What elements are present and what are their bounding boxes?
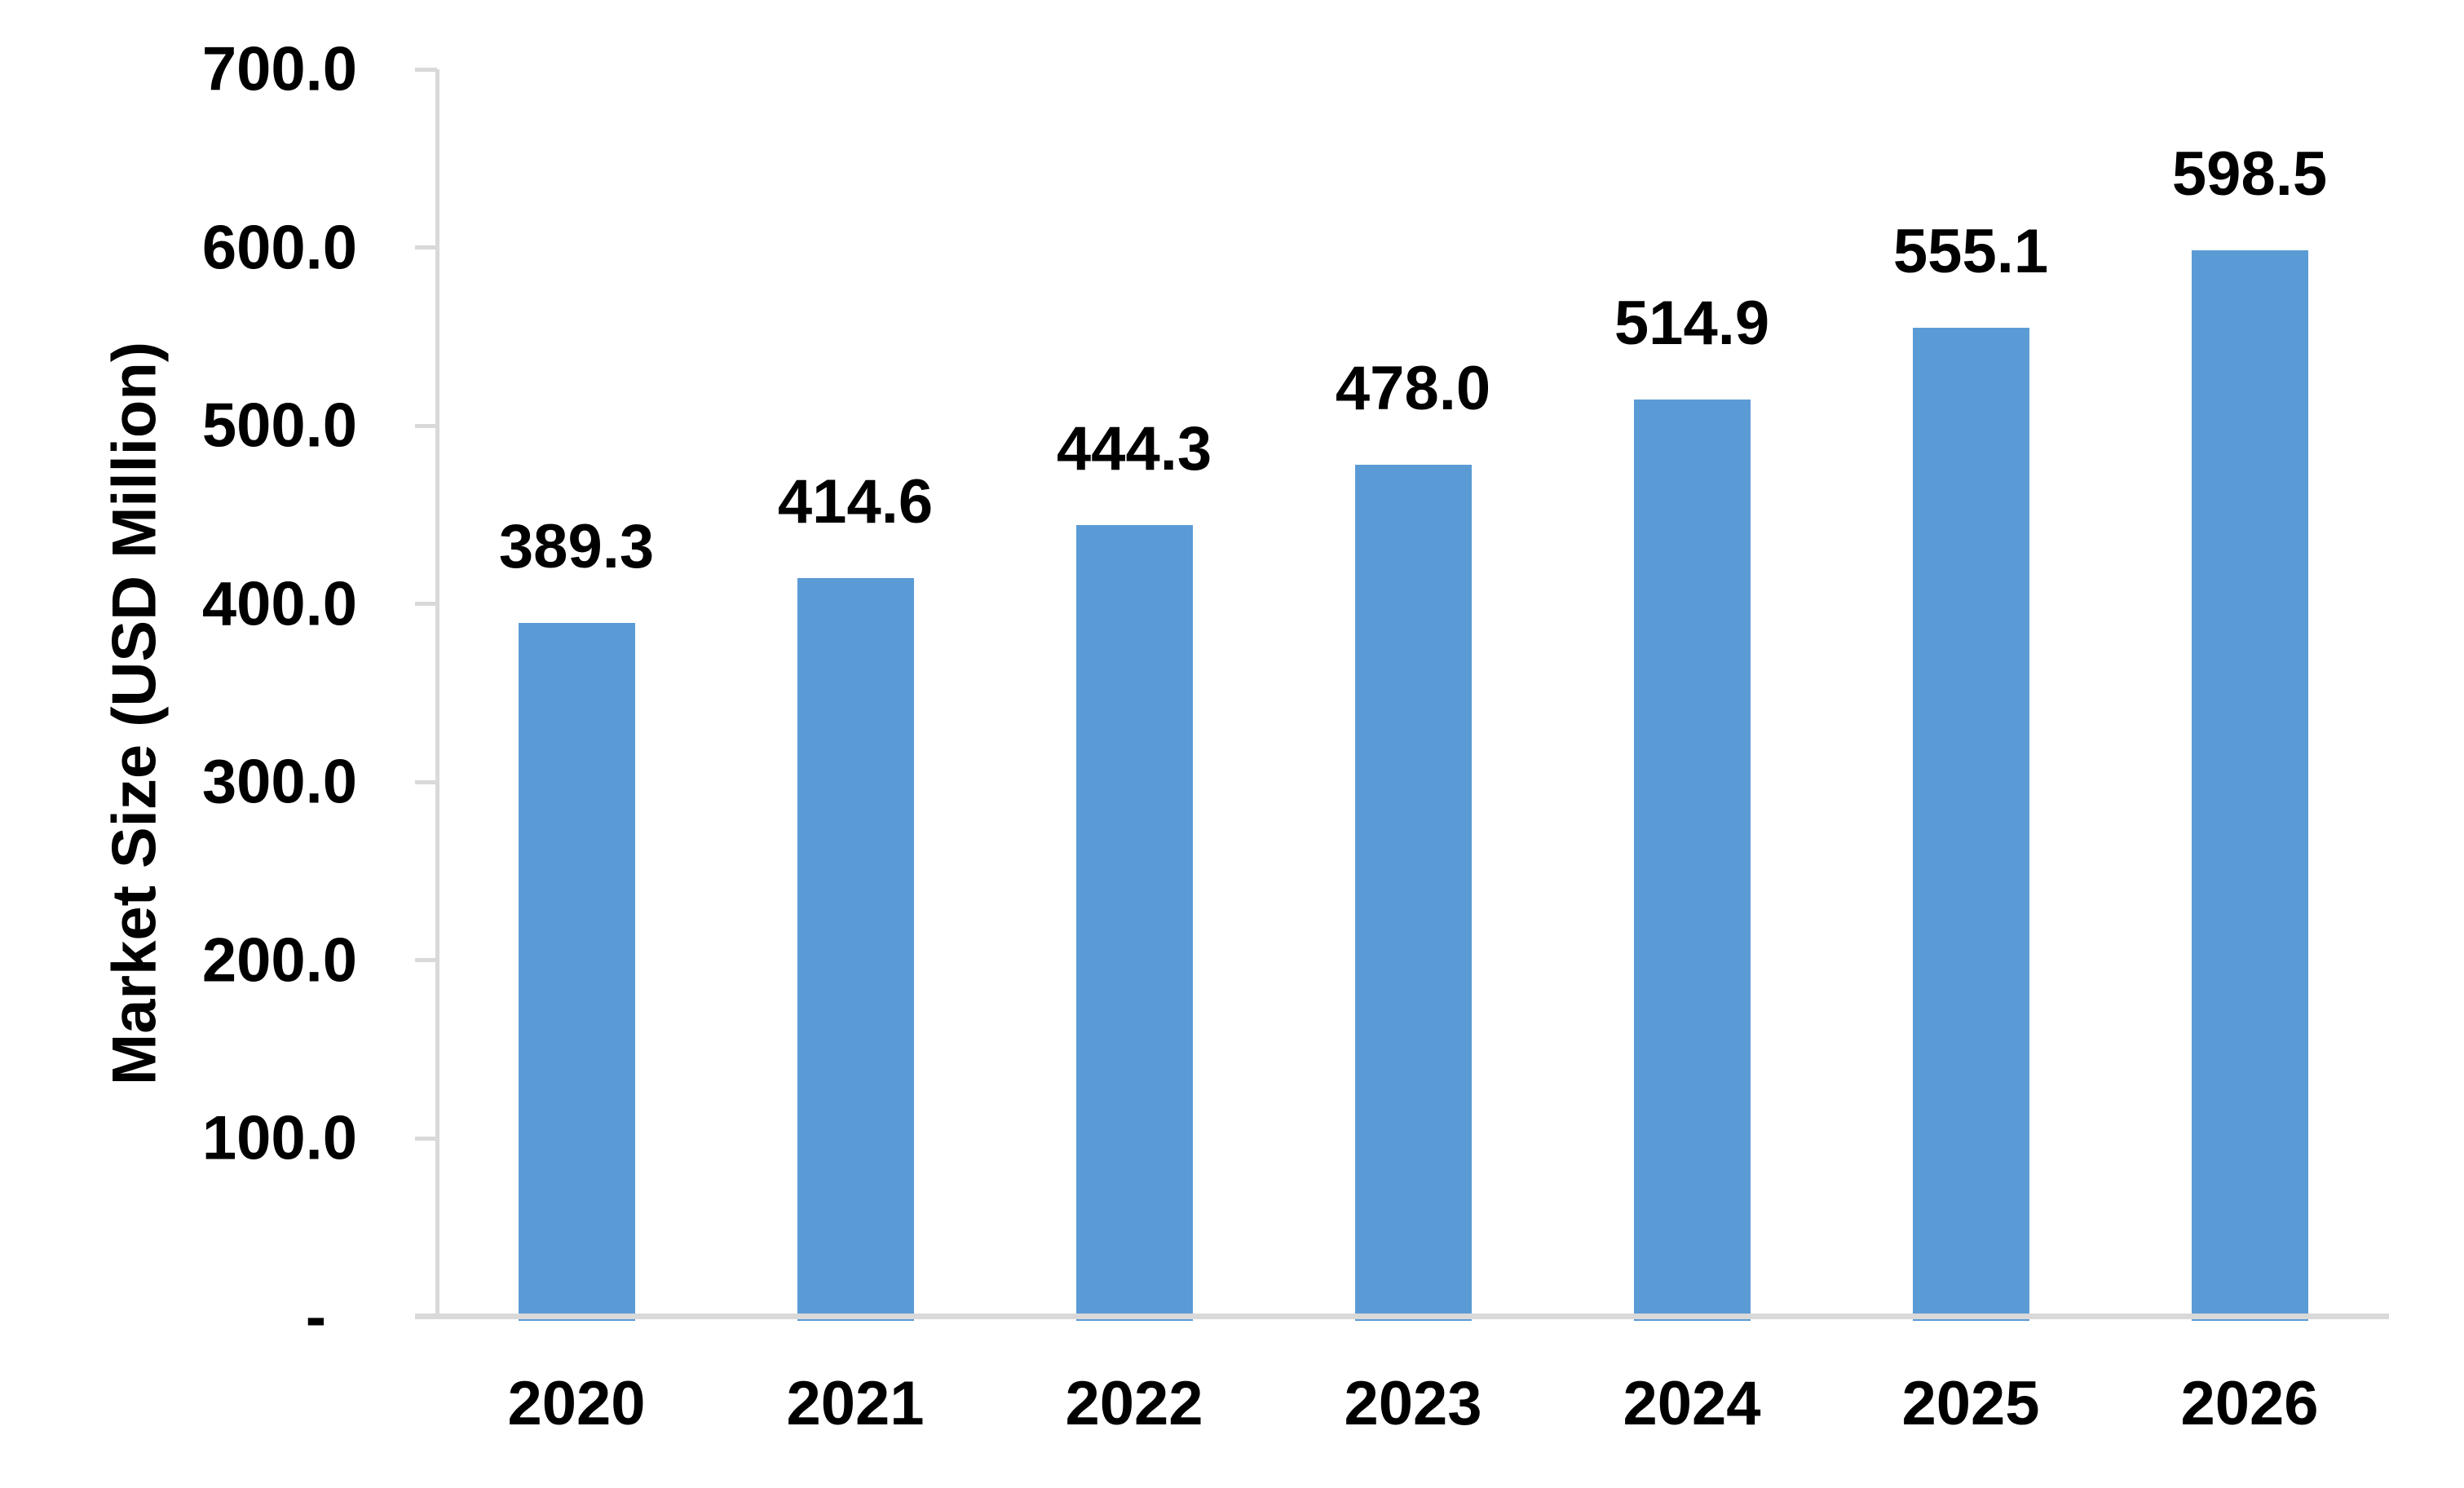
- x-category-label: 2021: [786, 1369, 925, 1438]
- x-category-label: 2023: [1344, 1369, 1482, 1438]
- bar-2020: [518, 623, 635, 1321]
- y-tick: [415, 1136, 437, 1141]
- y-tick-label: 600.0: [201, 213, 357, 283]
- y-tick-label: 100.0: [201, 1103, 357, 1173]
- y-tick: [415, 958, 437, 963]
- y-tick-label: 700.0: [201, 34, 357, 104]
- y-tick: [415, 602, 437, 607]
- y-tick: [415, 245, 437, 250]
- y-axis-title: Market Size (USD Million): [99, 341, 170, 1086]
- bar-2026: [2191, 249, 2308, 1321]
- y-tick: [415, 779, 437, 784]
- y-tick-label: -: [305, 1282, 326, 1352]
- bar-value-label: 514.9: [1614, 288, 1770, 358]
- x-category-label: 2022: [1065, 1369, 1203, 1438]
- x-category-label: 2026: [2180, 1369, 2319, 1438]
- y-tick: [415, 67, 437, 72]
- bar-2022: [1075, 524, 1193, 1321]
- bar-value-label: 414.6: [777, 466, 934, 536]
- y-tick-label: 400.0: [201, 569, 357, 639]
- bar-2023: [1354, 465, 1472, 1321]
- y-tick-label: 200.0: [201, 925, 357, 996]
- bar-value-label: 478.0: [1335, 354, 1491, 424]
- y-tick-label: 500.0: [201, 391, 357, 461]
- bar-value-label: 389.3: [498, 512, 655, 582]
- x-axis: [415, 1314, 2389, 1319]
- y-tick: [415, 1314, 437, 1319]
- bar-value-label: 555.1: [1892, 216, 2049, 286]
- bar-2024: [1633, 399, 1751, 1321]
- y-axis: [435, 69, 439, 1317]
- bar-value-label: 598.5: [2171, 139, 2328, 209]
- bar-2025: [1912, 327, 2029, 1321]
- x-category-label: 2024: [1623, 1369, 1761, 1438]
- bar-2021: [797, 577, 914, 1321]
- x-category-label: 2020: [507, 1369, 646, 1438]
- bar-value-label: 444.3: [1056, 413, 1212, 483]
- x-category-label: 2025: [1901, 1369, 2040, 1438]
- y-tick-label: 300.0: [201, 747, 357, 817]
- y-tick: [415, 423, 437, 428]
